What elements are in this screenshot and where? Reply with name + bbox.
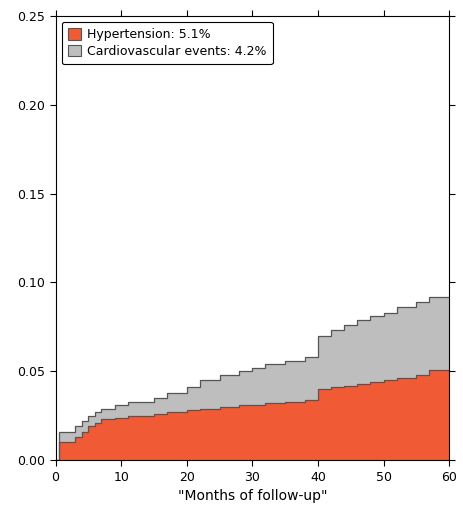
Legend: Hypertension: 5.1%, Cardiovascular events: 4.2%: Hypertension: 5.1%, Cardiovascular event… — [62, 22, 273, 64]
X-axis label: "Months of follow-up": "Months of follow-up" — [178, 489, 327, 503]
